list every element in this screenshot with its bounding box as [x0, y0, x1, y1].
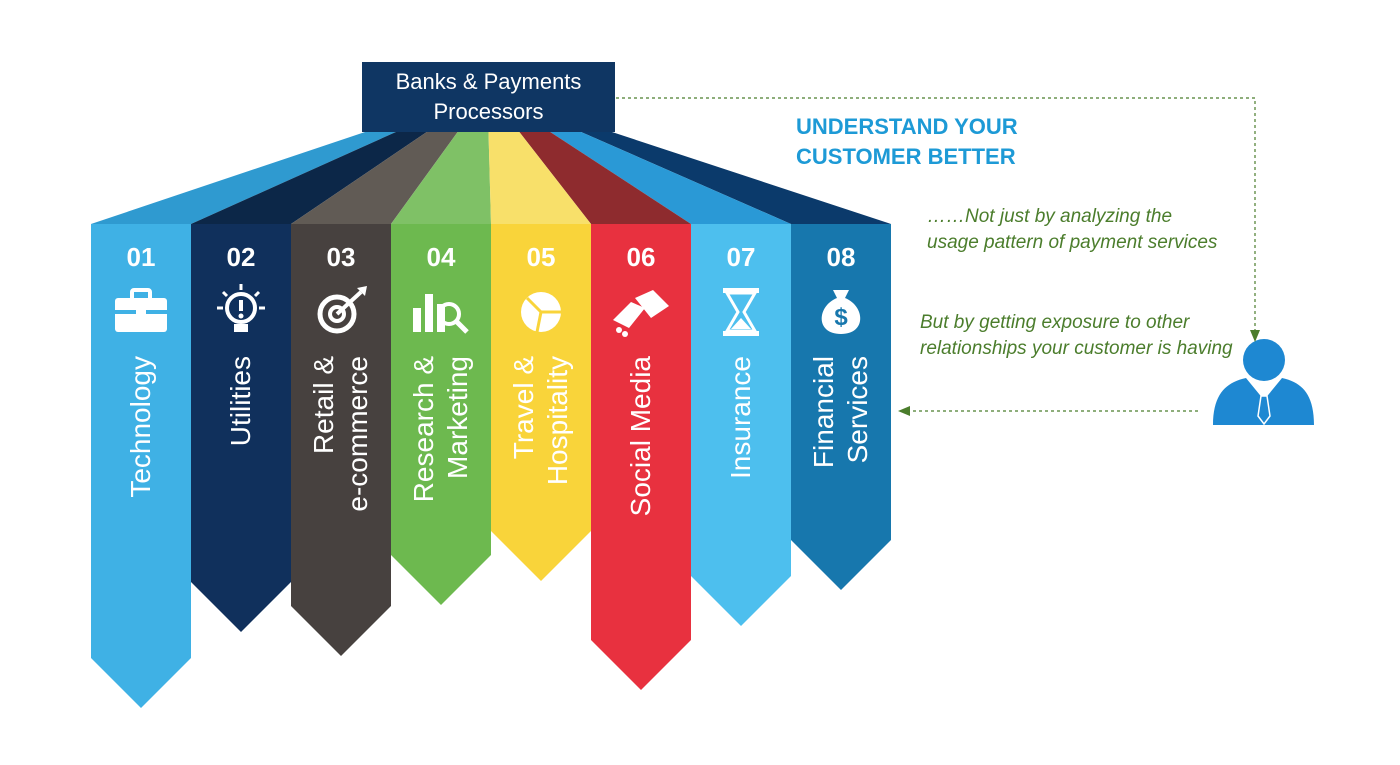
sector-number: 03 — [327, 242, 356, 272]
fan-face-01 — [91, 132, 396, 224]
sector-02: 02 Utilities — [191, 224, 291, 632]
handshake-icon — [613, 290, 669, 337]
sector-number: 04 — [427, 242, 456, 272]
sector-01: 01 Technology — [91, 224, 191, 708]
sector-07: 07 Insurance — [691, 224, 791, 626]
sector-label: Social Media — [625, 356, 656, 517]
sector-label: Financial — [808, 356, 839, 468]
sector-label: Utilities — [225, 356, 256, 446]
sector-number: 06 — [627, 242, 656, 272]
sector-number: 07 — [727, 242, 756, 272]
sector-arrow-body — [291, 224, 391, 656]
fan-face-07 — [550, 132, 791, 224]
analytics-icon — [413, 294, 469, 334]
sector-arrow-body — [491, 224, 591, 581]
target-icon — [317, 286, 367, 334]
sector-03: 03 Retail & e-commerce — [291, 224, 391, 656]
svg-text:$: $ — [834, 304, 848, 331]
sector-08: 08 $ Financial Services — [791, 224, 891, 590]
pie-chart-icon — [521, 292, 561, 333]
fan-face-08 — [581, 132, 891, 224]
exposure-note: But by getting exposure to other relatio… — [920, 312, 1233, 359]
lightbulb-icon — [217, 284, 265, 332]
customer-person-icon — [1213, 339, 1314, 426]
sector-number: 08 — [827, 242, 856, 272]
sector-05: 05 Travel & Hospitality — [491, 224, 591, 581]
fan-face-05 — [488, 132, 591, 224]
sector-label: Insurance — [725, 356, 756, 479]
fan-face-04 — [391, 132, 491, 224]
sector-label: e-commerce — [342, 356, 373, 512]
sector-arrow-body — [791, 224, 891, 590]
hub-label: Banks & Payments Processors — [395, 69, 582, 124]
sector-number: 01 — [127, 242, 156, 272]
sector-label: Research & — [408, 356, 439, 503]
hourglass-icon — [723, 288, 759, 336]
sector-label: Retail & — [308, 356, 339, 454]
fan-face-06 — [519, 132, 691, 224]
usage-pattern-note: ……Not just by analyzing the usage patter… — [927, 206, 1218, 253]
sector-label: Services — [842, 356, 873, 463]
briefcase-icon — [115, 288, 167, 332]
fan-face-02 — [191, 132, 427, 224]
sector-arrow-body — [391, 224, 491, 605]
sector-label: Travel & — [508, 356, 539, 460]
sector-label: Hospitality — [542, 356, 573, 485]
sector-arrow-body — [691, 224, 791, 626]
sector-arrow-body — [591, 224, 691, 690]
sector-number: 05 — [527, 242, 556, 272]
sector-label: Marketing — [442, 356, 473, 479]
sector-06: 06 Social Media — [591, 224, 691, 690]
fan-face-03 — [291, 132, 458, 224]
banks-payments-hub: Banks & Payments Processors — [362, 62, 615, 132]
understand-customer-heading: UNDERSTAND YOUR CUSTOMER BETTER — [796, 114, 1018, 169]
sector-number: 02 — [227, 242, 256, 272]
connector-arrowhead-down — [1250, 330, 1260, 342]
sector-04: 04 Research & Marketing — [391, 224, 491, 605]
money-bag-icon: $ — [821, 290, 861, 334]
sector-arrow-body — [191, 224, 291, 632]
sector-arrow-body — [91, 224, 191, 708]
sector-label: Technology — [125, 356, 156, 498]
connector-arrowhead-left — [898, 406, 910, 416]
connector-hub-to-customer — [616, 97, 1256, 330]
